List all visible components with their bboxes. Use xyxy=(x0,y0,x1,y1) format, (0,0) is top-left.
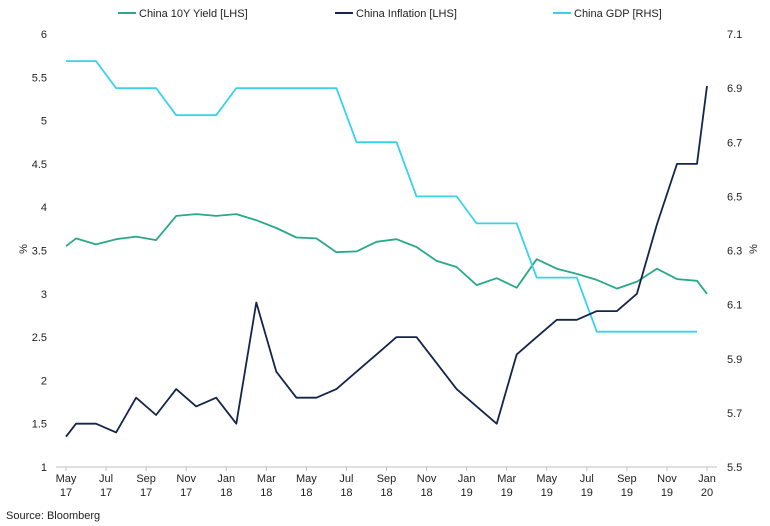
x-tick-label-month: Jul xyxy=(99,473,113,485)
x-tick-label-month: Nov xyxy=(417,473,437,485)
x-tick-label-year: 17 xyxy=(180,487,192,499)
x-tick-label-year: 20 xyxy=(701,487,713,499)
y-axis-left-ticks: 1 1.5 2 2.5 3 3.5 4 4.5 5 5.5 6 xyxy=(32,29,47,474)
y-left-tick-label: 2 xyxy=(41,375,47,387)
x-tick-label-month: Sep xyxy=(136,473,156,485)
x-tick-label-year: 19 xyxy=(461,487,473,499)
x-tick-label-year: 17 xyxy=(140,487,152,499)
y-left-tick-label: 2.5 xyxy=(32,332,47,344)
x-tick-label-year: 18 xyxy=(300,487,312,499)
x-tick-label-month: Nov xyxy=(176,473,196,485)
x-tick-label-year: 19 xyxy=(541,487,553,499)
y-right-tick-label: 5.5 xyxy=(727,462,742,474)
y-axis-right-label: % xyxy=(748,244,760,254)
y-left-tick-label: 6 xyxy=(41,29,47,41)
y-left-tick-label: 4.5 xyxy=(32,159,47,171)
x-tick-label-year: 19 xyxy=(621,487,633,499)
x-tick-label-year: 18 xyxy=(420,487,432,499)
y-right-tick-label: 6.3 xyxy=(727,246,742,258)
source-note: Source: Bloomberg xyxy=(6,510,100,522)
x-tick-label-month: May xyxy=(56,473,77,485)
china-gdp-line xyxy=(66,60,697,333)
y-left-tick-label: 4 xyxy=(41,202,47,214)
y-right-tick-label: 7.1 xyxy=(727,29,742,41)
legend-label: China 10Y Yield [LHS] xyxy=(139,8,248,20)
x-tick-label-year: 17 xyxy=(100,487,112,499)
y-right-tick-label: 5.7 xyxy=(727,408,742,420)
x-tick-label-month: Mar xyxy=(257,473,276,485)
x-tick-label-month: May xyxy=(536,473,557,485)
series-layer xyxy=(65,60,708,438)
legend: China 10Y Yield [LHS] China Inflation [LH… xyxy=(118,8,662,20)
y-axis-right-ticks: 5.5 5.7 5.9 6.1 6.3 6.5 6.7 6.9 7.1 xyxy=(727,29,742,474)
x-tick-label-month: Mar xyxy=(497,473,516,485)
y-axis-left-label: % xyxy=(18,244,30,254)
x-tick-label-month: Jul xyxy=(339,473,353,485)
y-right-tick-label: 6.7 xyxy=(727,137,742,149)
x-tick-label-year: 18 xyxy=(260,487,272,499)
y-left-tick-label: 5.5 xyxy=(32,72,47,84)
x-tick-label-month: Jul xyxy=(580,473,594,485)
y-left-tick-label: 3.5 xyxy=(32,246,47,258)
y-right-tick-label: 6.9 xyxy=(727,83,742,95)
x-tick-label-year: 18 xyxy=(340,487,352,499)
y-right-tick-label: 6.5 xyxy=(727,191,742,203)
x-tick-label-year: 19 xyxy=(581,487,593,499)
x-tick-label-year: 18 xyxy=(380,487,392,499)
x-tick-label-month: Nov xyxy=(657,473,677,485)
y-right-tick-label: 6.1 xyxy=(727,300,742,312)
y-left-tick-label: 5 xyxy=(41,116,47,128)
x-tick-label-month: Sep xyxy=(377,473,397,485)
x-tick-label-year: 19 xyxy=(501,487,513,499)
x-tick-label-month: Jan xyxy=(217,473,235,485)
china-inflation-line xyxy=(65,85,708,438)
y-right-tick-label: 5.9 xyxy=(727,354,742,366)
x-tick-label-month: Jan xyxy=(698,473,716,485)
y-left-tick-label: 1 xyxy=(41,462,47,474)
y-left-tick-label: 3 xyxy=(41,289,47,301)
x-tick-label-month: Jan xyxy=(458,473,476,485)
china-10y-yield-line xyxy=(65,213,708,295)
legend-label: China GDP [RHS] xyxy=(574,8,662,20)
x-tick-label-month: Sep xyxy=(617,473,637,485)
x-tick-label-year: 18 xyxy=(220,487,232,499)
x-axis-ticks: May 17 Jul 17 Sep 17 Nov 17 Jan 18 Mar 18 May 18 Jul 18… xyxy=(56,467,716,499)
y-left-tick-label: 1.5 xyxy=(32,419,47,431)
x-tick-label-month: May xyxy=(296,473,317,485)
legend-label: China Inflation [LHS] xyxy=(356,8,457,20)
x-tick-label-year: 19 xyxy=(661,487,673,499)
x-tick-label-year: 17 xyxy=(60,487,72,499)
